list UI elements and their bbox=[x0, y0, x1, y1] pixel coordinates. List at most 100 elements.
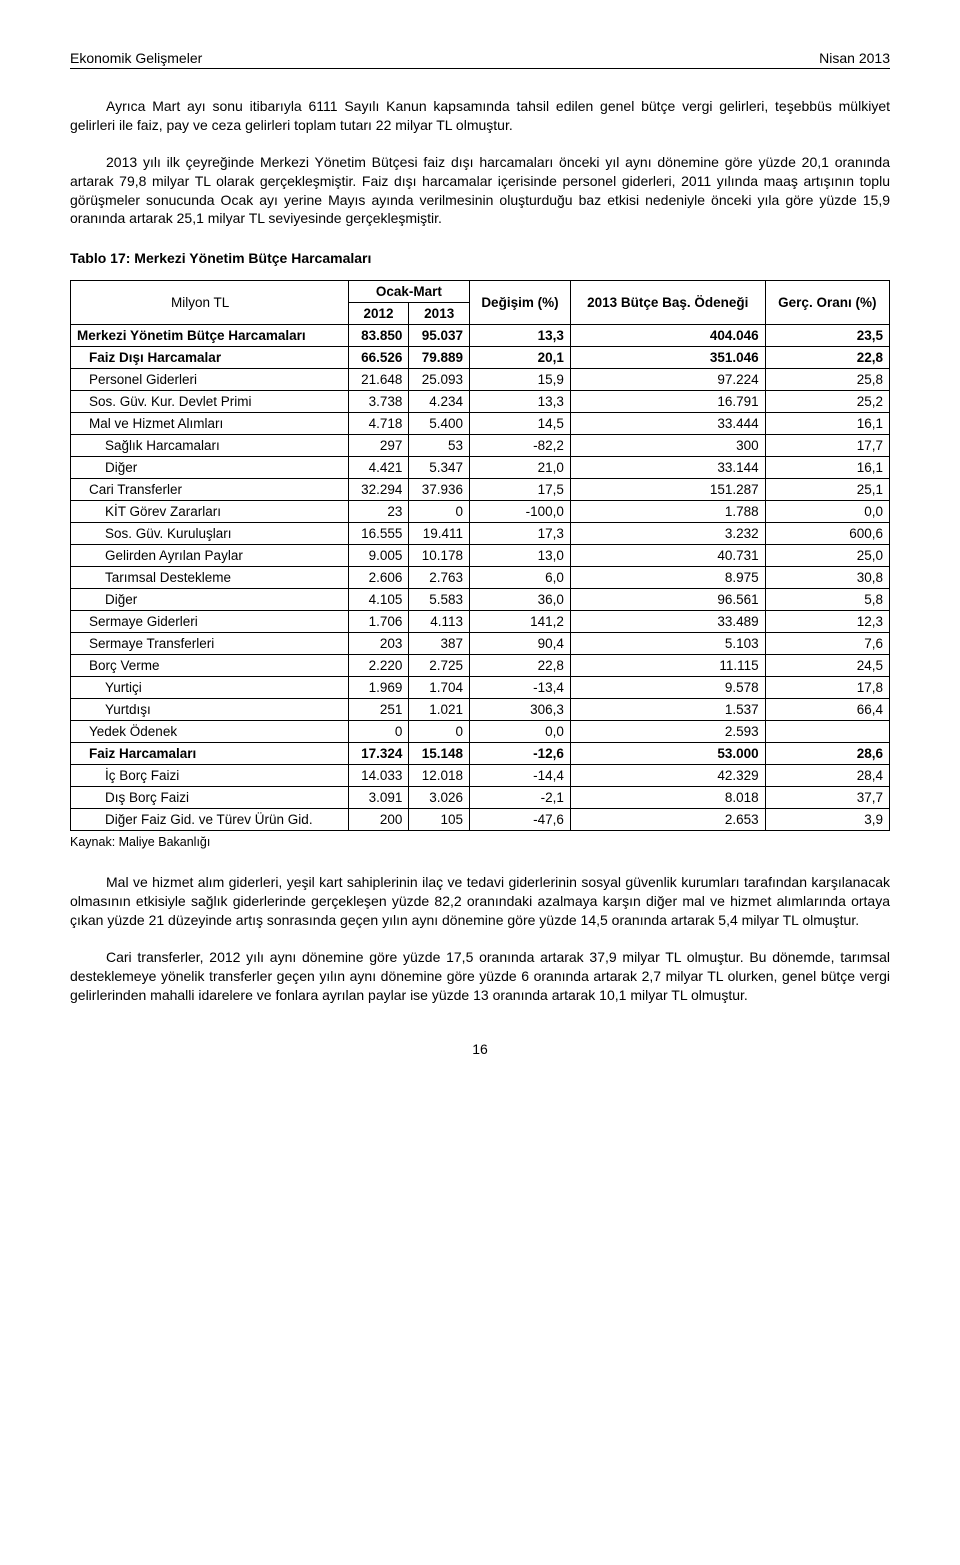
table-row: Sos. Güv. Kuruluşları16.55519.41117,33.2… bbox=[71, 523, 890, 545]
row-value: 9.578 bbox=[570, 677, 765, 699]
row-value: 3.026 bbox=[409, 787, 470, 809]
col-ocak-mart: Ocak-Mart bbox=[348, 281, 469, 303]
row-label: Gelirden Ayrılan Paylar bbox=[71, 545, 349, 567]
row-value: 251 bbox=[348, 699, 409, 721]
table-row: Faiz Dışı Harcamalar66.52679.88920,1351.… bbox=[71, 347, 890, 369]
row-value: 6,0 bbox=[470, 567, 571, 589]
row-label: Sos. Güv. Kuruluşları bbox=[71, 523, 349, 545]
table-body: Merkezi Yönetim Bütçe Harcamaları83.850 9… bbox=[71, 325, 890, 831]
col-gerc: Gerç. Oranı (%) bbox=[765, 281, 889, 325]
row-value: 3.738 bbox=[348, 391, 409, 413]
table-row: Faiz Harcamaları17.32415.148-12,653.0002… bbox=[71, 743, 890, 765]
row-value: -47,6 bbox=[470, 809, 571, 831]
row-value: 2.763 bbox=[409, 567, 470, 589]
row-value: 8.975 bbox=[570, 567, 765, 589]
page-container: Ekonomik Gelişmeler Nisan 2013 Ayrıca Ma… bbox=[0, 0, 960, 1097]
table-row: Diğer4.4215.34721,033.14416,1 bbox=[71, 457, 890, 479]
row-value: 5.347 bbox=[409, 457, 470, 479]
table-row: İç Borç Faizi14.03312.018-14,442.32928,4 bbox=[71, 765, 890, 787]
row-value: -2,1 bbox=[470, 787, 571, 809]
row-value: 36,0 bbox=[470, 589, 571, 611]
row-value: 9.005 bbox=[348, 545, 409, 567]
row-value: 105 bbox=[409, 809, 470, 831]
row-label: Yurtiçi bbox=[71, 677, 349, 699]
page-header: Ekonomik Gelişmeler Nisan 2013 bbox=[70, 50, 890, 66]
col-butce: 2013 Bütçe Baş. Ödeneği bbox=[570, 281, 765, 325]
row-value: 10.178 bbox=[409, 545, 470, 567]
header-right: Nisan 2013 bbox=[819, 50, 890, 66]
paragraph-2: 2013 yılı ilk çeyreğinde Merkezi Yönetim… bbox=[70, 153, 890, 229]
table-row: Yurtiçi1.9691.704-13,49.57817,8 bbox=[71, 677, 890, 699]
row-value: -14,4 bbox=[470, 765, 571, 787]
row-value: 25.093 bbox=[409, 369, 470, 391]
row-value: 4.105 bbox=[348, 589, 409, 611]
table-row: Gelirden Ayrılan Paylar9.00510.17813,040… bbox=[71, 545, 890, 567]
row-value: -12,6 bbox=[470, 743, 571, 765]
table-row: Yedek Ödenek000,02.593 bbox=[71, 721, 890, 743]
row-value: 37.936 bbox=[409, 479, 470, 501]
row-value: 17,7 bbox=[765, 435, 889, 457]
row-label: Personel Giderleri bbox=[71, 369, 349, 391]
table-row: Mal ve Hizmet Alımları4.7185.40014,533.4… bbox=[71, 413, 890, 435]
row-label: Merkezi Yönetim Bütçe Harcamaları bbox=[71, 325, 349, 347]
row-value: 66,4 bbox=[765, 699, 889, 721]
row-value: 20,1 bbox=[470, 347, 571, 369]
row-label: Yedek Ödenek bbox=[71, 721, 349, 743]
row-label: Diğer bbox=[71, 457, 349, 479]
row-value: 2.220 bbox=[348, 655, 409, 677]
row-value bbox=[765, 721, 889, 743]
row-value: 300 bbox=[570, 435, 765, 457]
row-value: 17,5 bbox=[470, 479, 571, 501]
paragraph-1: Ayrıca Mart ayı sonu itibarıyla 6111 Say… bbox=[70, 97, 890, 135]
row-value: 21.648 bbox=[348, 369, 409, 391]
row-value: 351.046 bbox=[570, 347, 765, 369]
row-value: 1.704 bbox=[409, 677, 470, 699]
table-row: Personel Giderleri21.64825.09315,997.224… bbox=[71, 369, 890, 391]
col-degisim: Değişim (%) bbox=[470, 281, 571, 325]
row-value: 7,6 bbox=[765, 633, 889, 655]
table-row: Yurtdışı2511.021306,31.53766,4 bbox=[71, 699, 890, 721]
row-value: 404.046 bbox=[570, 325, 765, 347]
row-value: 1.021 bbox=[409, 699, 470, 721]
row-value: 0 bbox=[409, 721, 470, 743]
row-value: 306,3 bbox=[470, 699, 571, 721]
col-milyon: Milyon TL bbox=[71, 281, 349, 325]
header-left: Ekonomik Gelişmeler bbox=[70, 50, 202, 66]
table-row: Cari Transferler32.29437.93617,5151.2872… bbox=[71, 479, 890, 501]
row-value: 25,8 bbox=[765, 369, 889, 391]
row-value: 83.850 bbox=[348, 325, 409, 347]
row-value: 203 bbox=[348, 633, 409, 655]
row-value: -82,2 bbox=[470, 435, 571, 457]
row-value: 4.113 bbox=[409, 611, 470, 633]
table-row: Merkezi Yönetim Bütçe Harcamaları83.8509… bbox=[71, 325, 890, 347]
row-label: Tarımsal Destekleme bbox=[71, 567, 349, 589]
row-value: 16.791 bbox=[570, 391, 765, 413]
row-value: 0 bbox=[348, 721, 409, 743]
table-row: Sos. Güv. Kur. Devlet Primi3.7384.23413,… bbox=[71, 391, 890, 413]
row-value: 200 bbox=[348, 809, 409, 831]
row-value: 25,2 bbox=[765, 391, 889, 413]
row-value: 0,0 bbox=[765, 501, 889, 523]
row-value: 2.725 bbox=[409, 655, 470, 677]
page-number: 16 bbox=[70, 1041, 890, 1057]
row-value: 1.969 bbox=[348, 677, 409, 699]
row-value: 14,5 bbox=[470, 413, 571, 435]
row-value: 16.555 bbox=[348, 523, 409, 545]
budget-table: Milyon TL Ocak-Mart Değişim (%) 2013 Büt… bbox=[70, 280, 890, 831]
row-value: -13,4 bbox=[470, 677, 571, 699]
row-value: 3.091 bbox=[348, 787, 409, 809]
table-row: KİT Görev Zararları230-100,01.7880,0 bbox=[71, 501, 890, 523]
row-value: 40.731 bbox=[570, 545, 765, 567]
table-row: Diğer4.1055.58336,096.5615,8 bbox=[71, 589, 890, 611]
table-row: Borç Verme2.2202.72522,811.11524,5 bbox=[71, 655, 890, 677]
row-label: Faiz Harcamaları bbox=[71, 743, 349, 765]
row-value: 5.583 bbox=[409, 589, 470, 611]
table-row: Dış Borç Faizi3.0913.026-2,18.01837,7 bbox=[71, 787, 890, 809]
row-label: Sermaye Giderleri bbox=[71, 611, 349, 633]
row-value: 12,3 bbox=[765, 611, 889, 633]
row-value: 42.329 bbox=[570, 765, 765, 787]
row-value: 13,3 bbox=[470, 325, 571, 347]
row-value: 28,6 bbox=[765, 743, 889, 765]
row-label: Sos. Güv. Kur. Devlet Primi bbox=[71, 391, 349, 413]
row-value: 297 bbox=[348, 435, 409, 457]
